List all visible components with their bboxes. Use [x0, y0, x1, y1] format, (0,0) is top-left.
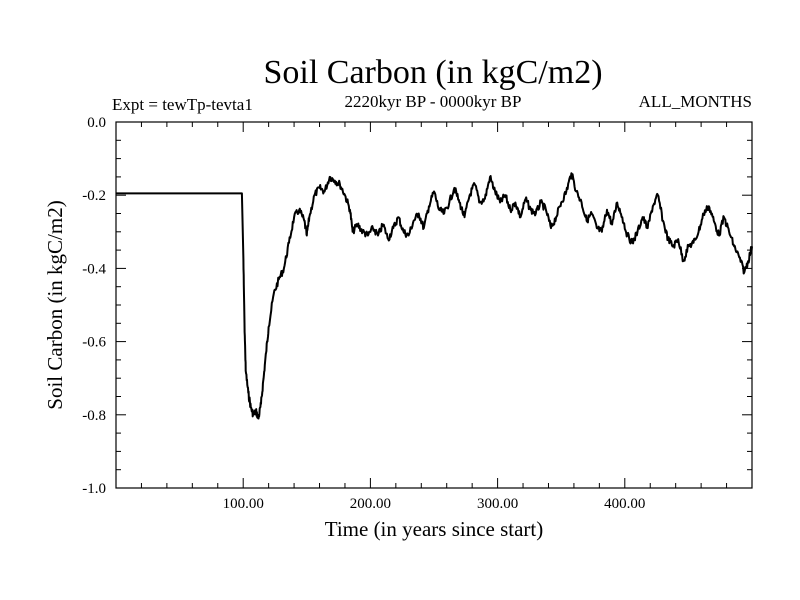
x-tick-label: 400.00 — [604, 496, 645, 512]
x-tick-labels: 100.00 200.00 300.00 400.00 — [223, 496, 646, 512]
x-tick-label: 100.00 — [223, 496, 264, 512]
x-tick-label: 200.00 — [350, 496, 391, 512]
y-tick-label: -0.6 — [82, 335, 106, 351]
y-tick-label: -0.2 — [82, 188, 106, 204]
y-tick-label: -1.0 — [82, 481, 106, 497]
y-tick-labels: 0.0 -0.2 -0.4 -0.6 -0.8 -1.0 — [82, 115, 106, 497]
plot-frame — [115, 121, 753, 489]
series-line-soil-carbon — [116, 172, 753, 420]
chart-title: Soil Carbon (in kgC/m2) — [263, 54, 602, 91]
x-ticks — [140, 122, 728, 488]
y-tick-label: -0.8 — [82, 408, 106, 424]
months-label: ALL_MONTHS — [639, 92, 752, 111]
y-tick-label: -0.4 — [82, 261, 106, 277]
x-tick-label: 300.00 — [477, 496, 518, 512]
y-axis-label: Soil Carbon (in kgC/m2) — [43, 200, 67, 409]
y-tick-label: 0.0 — [87, 115, 106, 131]
x-axis-label: Time (in years since start) — [325, 517, 544, 541]
y-ticks — [116, 139, 752, 471]
experiment-label: Expt = tewTp-tevta1 — [112, 95, 253, 114]
time-range-label: 2220kyr BP - 0000kyr BP — [345, 92, 522, 111]
